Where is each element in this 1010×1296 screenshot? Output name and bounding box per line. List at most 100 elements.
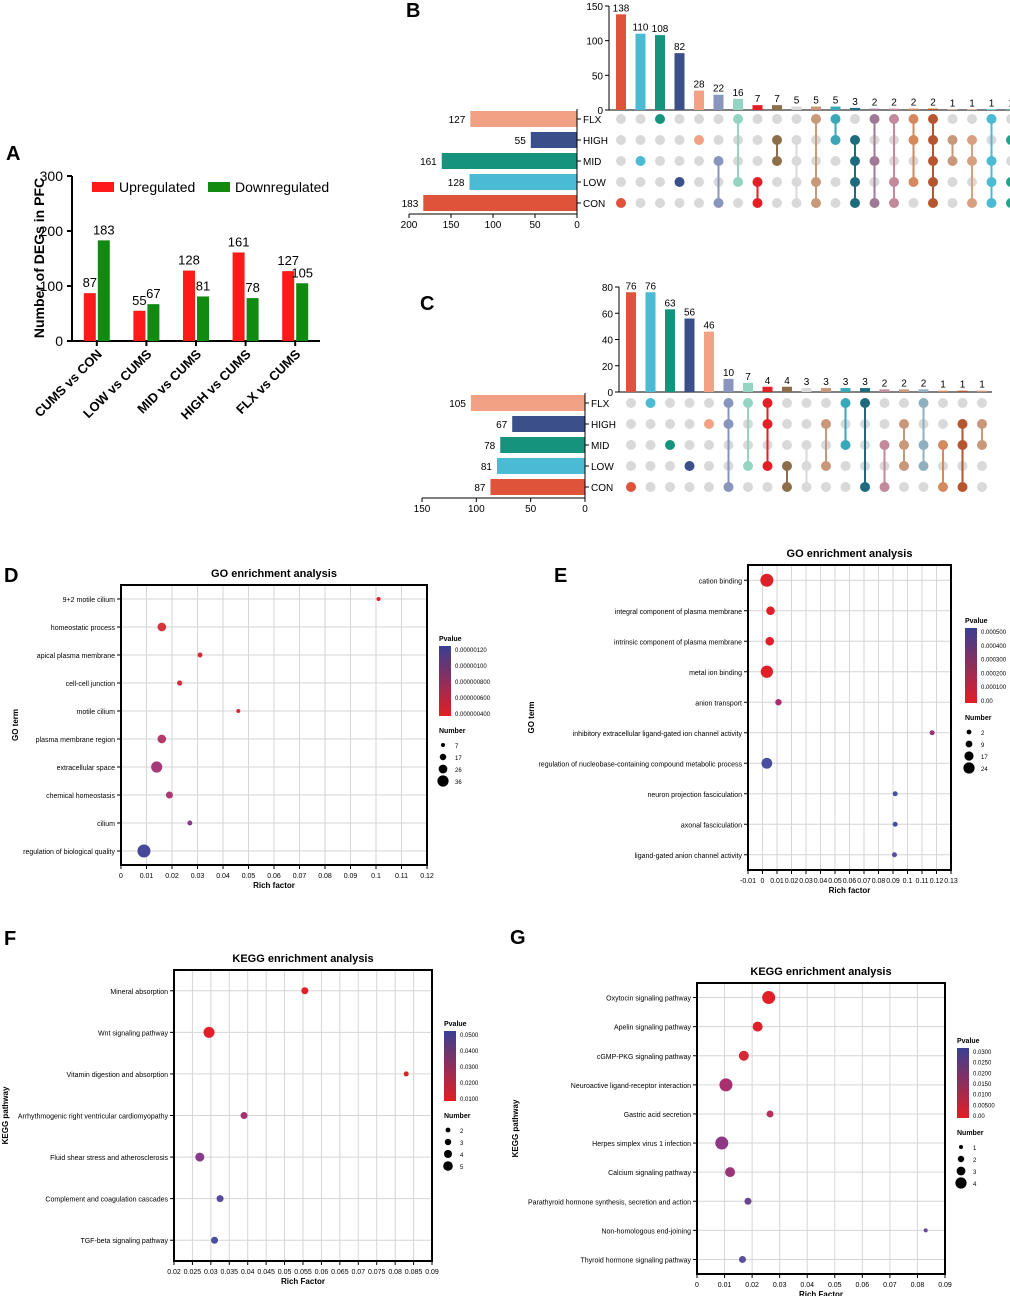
panel-letter-e: E bbox=[554, 565, 568, 587]
panel-b-bar-tick-label: 50 bbox=[592, 71, 604, 82]
panel-d-pvalue-colorbar bbox=[439, 646, 451, 716]
panel-e-pvalue-tick-label: 0.000200 bbox=[981, 671, 1007, 677]
panel-c-matrix-dot-on bbox=[704, 419, 714, 429]
panel-e-x-tick-label: 0.08 bbox=[872, 878, 886, 885]
panel-c-size-tick-label: 50 bbox=[525, 504, 537, 515]
panel-a-y-tick-label: 200 bbox=[40, 223, 64, 239]
panel-e-x-tick-label: 0.11 bbox=[915, 878, 928, 885]
panel-a-bar-label: 128 bbox=[178, 253, 200, 268]
panel-b-intersection-label: 22 bbox=[713, 84, 725, 95]
panel-c-matrix-dot-off bbox=[743, 482, 753, 492]
panel-b-matrix-dot-on bbox=[752, 198, 763, 208]
panel-c-bar-tick-label: 40 bbox=[602, 336, 614, 347]
panel-g-point bbox=[744, 1197, 752, 1205]
panel-a-bar bbox=[97, 240, 110, 341]
panel-c-matrix-dot-on bbox=[626, 482, 636, 492]
panel-b-matrix-dot-on bbox=[947, 156, 958, 166]
panel-c-intersection-label: 1 bbox=[940, 380, 946, 391]
panel-d-point bbox=[157, 734, 167, 744]
panel-b-matrix-dot-off bbox=[674, 198, 685, 208]
panel-e-x-axis-title: Rich factor bbox=[829, 886, 871, 895]
panel-e-number-legend-dot bbox=[965, 740, 973, 748]
panel-f-term-label: Complement and coagulation cascades bbox=[45, 1197, 168, 1204]
panel-c-matrix-dot-on bbox=[957, 419, 968, 429]
panel-a-legend-swatch bbox=[92, 182, 114, 192]
panel-e-term-label: regulation of nucleobase-containing comp… bbox=[538, 761, 742, 768]
panel-b-matrix-dot-off bbox=[772, 177, 782, 187]
panel-d-term-label: extracellular space bbox=[57, 765, 115, 772]
panel-d-x-tick-label: 0.07 bbox=[293, 873, 307, 880]
panel-g-x-tick-label: 0.02 bbox=[745, 1282, 759, 1289]
panel-b-intersection-label: 2 bbox=[891, 98, 897, 109]
panel-f-number-legend-label: 2 bbox=[460, 1129, 464, 1135]
panel-b-matrix-dot-off bbox=[655, 198, 665, 208]
panel-b-intersection-label: 82 bbox=[674, 42, 686, 53]
panel-f-term-label: Mineral absorption bbox=[110, 989, 168, 996]
panel-g-pvalue-tick-label: 0.0100 bbox=[973, 1093, 992, 1099]
panel-e-term-label: inhibitory extracellular ligand-gated io… bbox=[573, 731, 743, 738]
panel-b-matrix-dot-on bbox=[752, 177, 763, 187]
panel-b-matrix-dot-on bbox=[967, 198, 977, 208]
panel-b-intersection-bar bbox=[674, 53, 685, 110]
panel-d-number-legend-label: 36 bbox=[455, 780, 462, 786]
panel-c-set-bar bbox=[512, 416, 585, 432]
panel-c-matrix-dot-on bbox=[899, 419, 909, 429]
panel-c-intersection-bar bbox=[645, 292, 656, 392]
panel-g-point bbox=[762, 991, 776, 1005]
panel-b-matrix-dot-off bbox=[791, 114, 802, 124]
panel-b-matrix-dot-off bbox=[655, 135, 665, 145]
panel-b-bar-tick-label: 100 bbox=[586, 37, 603, 48]
panel-b-matrix-dot-on bbox=[1006, 135, 1010, 145]
panel-b-matrix-dot-off bbox=[713, 114, 724, 124]
panel-b-intersection-label: 2 bbox=[930, 98, 936, 109]
panel-letter-g: G bbox=[510, 927, 526, 949]
panel-d-point bbox=[376, 597, 381, 601]
panel-c-set-size-label: 78 bbox=[484, 441, 496, 452]
panel-b-matrix-dot-off bbox=[830, 177, 841, 187]
panel-b-intersection-label: 1 bbox=[1008, 98, 1010, 109]
panel-f-x-tick-label: 0.085 bbox=[405, 1269, 423, 1276]
panel-letter-c: C bbox=[420, 293, 435, 315]
panel-b-set-size-label: 128 bbox=[448, 178, 465, 189]
panel-c-matrix-dot-off bbox=[665, 398, 675, 408]
panel-g-point bbox=[752, 1021, 763, 1032]
panel-b-intersection-bar bbox=[889, 108, 899, 110]
panel-g-pvalue-tick-label: 0.0200 bbox=[973, 1071, 992, 1077]
panel-b-matrix-dot-off bbox=[947, 114, 958, 124]
panel-e-pvalue-tick-label: 0.00 bbox=[981, 699, 993, 705]
panel-e-x-tick-label: 0.06 bbox=[843, 878, 857, 885]
panel-c-matrix-dot-on bbox=[977, 440, 987, 450]
panel-e-term-label: intrinsic component of plasma membrane bbox=[614, 639, 742, 646]
panel-b-intersection-bar bbox=[616, 14, 626, 110]
panel-b-matrix-dot-on bbox=[694, 135, 704, 145]
panel-b-intersection-bar bbox=[772, 105, 782, 110]
panel-e-point bbox=[892, 791, 898, 797]
panel-c-intersection-bar bbox=[821, 388, 831, 392]
panel-g-point bbox=[738, 1050, 749, 1061]
panel-e-x-tick-label: 0.02 bbox=[785, 878, 799, 885]
panel-d-title: GO enrichment analysis bbox=[211, 568, 337, 580]
panel-a-y-tick-label: 100 bbox=[40, 278, 64, 294]
panel-b-matrix-dot-on bbox=[850, 156, 860, 166]
panel-g-number-legend-label: 3 bbox=[973, 1170, 977, 1176]
panel-g-x-tick-label: 0.07 bbox=[883, 1282, 897, 1289]
panel-g-number-legend-label: 1 bbox=[973, 1146, 977, 1152]
panel-c-matrix-dot-on bbox=[723, 398, 734, 408]
panel-g-point bbox=[738, 1255, 746, 1263]
panel-b-matrix-dot-on bbox=[889, 114, 899, 124]
panel-e-x-tick-label: 0.01 bbox=[770, 878, 784, 885]
panel-c-set-name: FLX bbox=[591, 399, 610, 410]
panel-g-plot-background bbox=[697, 983, 945, 1274]
panel-b-matrix-dot-on bbox=[772, 156, 782, 166]
panel-c-intersection-label: 76 bbox=[645, 281, 657, 292]
panel-f-x-tick-label: 0.05 bbox=[278, 1269, 292, 1276]
panel-b-intersection-bar bbox=[811, 106, 821, 110]
panel-b-intersection-label: 2 bbox=[911, 98, 917, 109]
panel-c-matrix-dot-on bbox=[821, 419, 831, 429]
panel-b-matrix-dot-off bbox=[947, 198, 958, 208]
panel-e-term-label: integral component of plasma membrane bbox=[615, 609, 742, 616]
panel-b-matrix-dot-on bbox=[811, 198, 821, 208]
panel-b-matrix-dot-on bbox=[1006, 198, 1010, 208]
